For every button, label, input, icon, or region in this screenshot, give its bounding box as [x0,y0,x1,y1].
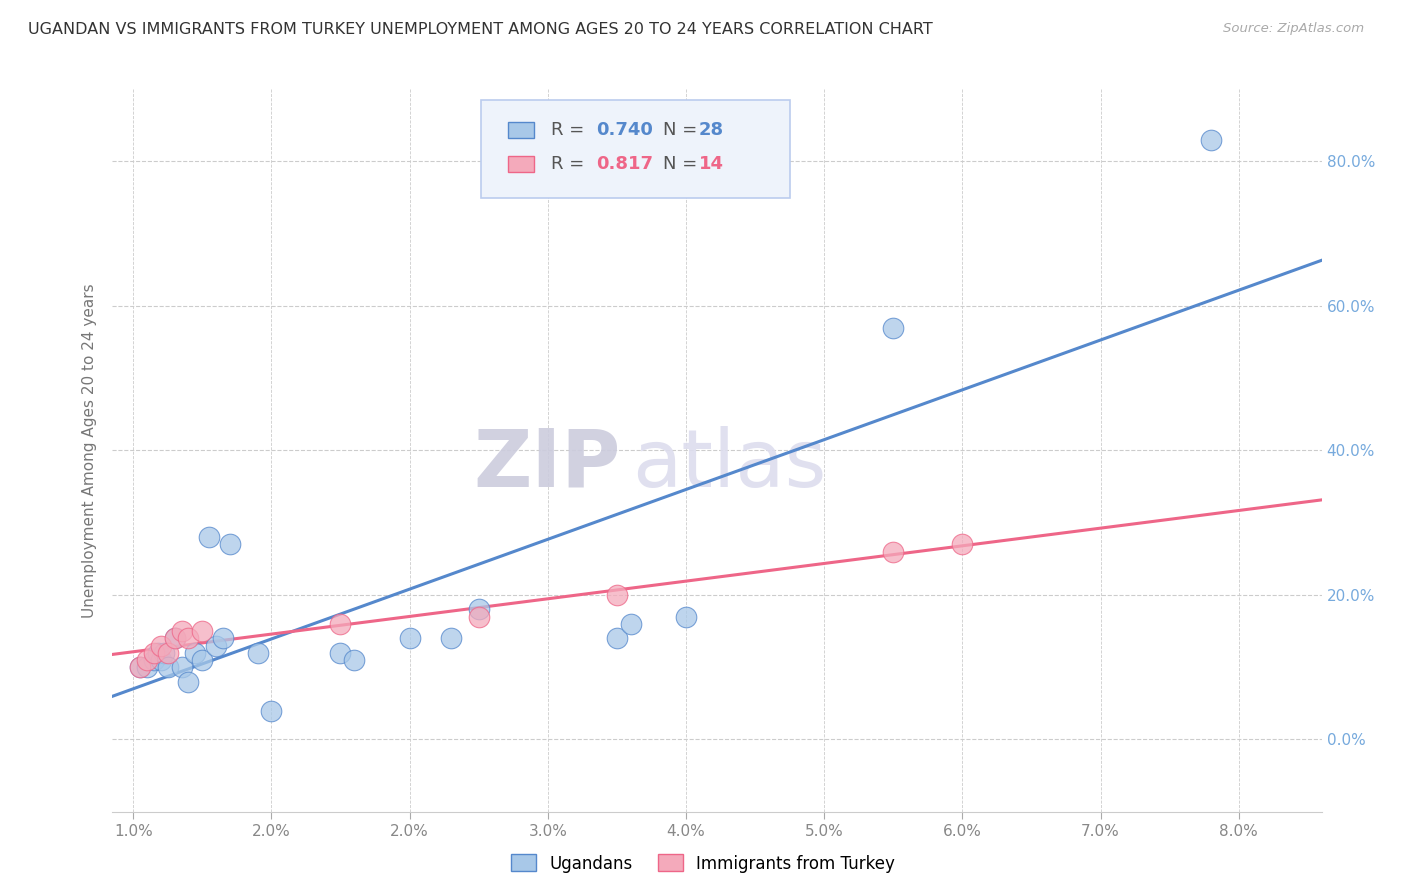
Point [129,660,152,674]
Text: Source: ZipAtlas.com: Source: ZipAtlas.com [1223,22,1364,36]
Point [606,588,628,602]
Point [136,660,159,674]
Text: 14: 14 [699,154,724,173]
Point [184,646,207,660]
Text: 28: 28 [699,121,724,139]
Point [950,537,973,551]
Point [191,624,214,639]
FancyBboxPatch shape [481,100,790,198]
Point [156,660,179,674]
FancyBboxPatch shape [508,122,534,138]
Text: 0.817: 0.817 [596,154,654,173]
Point [1199,133,1222,147]
Y-axis label: Unemployment Among Ages 20 to 24 years: Unemployment Among Ages 20 to 24 years [82,283,97,618]
Point [260,704,283,718]
Legend: Ugandans, Immigrants from Turkey: Ugandans, Immigrants from Turkey [505,847,901,880]
Point [675,609,697,624]
Point [343,653,366,667]
Point [205,639,228,653]
Point [152,646,174,660]
Point [163,632,186,646]
Point [163,632,186,646]
Text: N =: N = [662,154,697,173]
Point [246,646,269,660]
Point [146,646,169,660]
Point [440,632,463,646]
Point [170,660,193,674]
Point [129,660,152,674]
Point [212,632,235,646]
Point [620,616,643,631]
Point [467,602,489,616]
Point [156,646,179,660]
Text: ZIP: ZIP [472,425,620,504]
Point [191,653,214,667]
Point [606,632,628,646]
Text: atlas: atlas [633,425,827,504]
Point [170,624,193,639]
Point [329,616,352,631]
Point [177,632,200,646]
Text: UGANDAN VS IMMIGRANTS FROM TURKEY UNEMPLOYMENT AMONG AGES 20 TO 24 YEARS CORRELA: UGANDAN VS IMMIGRANTS FROM TURKEY UNEMPL… [28,22,932,37]
Point [149,653,172,667]
Point [142,653,165,667]
Point [467,609,489,624]
Point [177,674,200,689]
Point [398,632,420,646]
Point [219,537,242,551]
Point [198,530,221,544]
Point [329,646,352,660]
Point [882,544,904,558]
Text: R =: R = [551,154,585,173]
Point [136,653,159,667]
Point [142,646,165,660]
Text: N =: N = [662,121,697,139]
FancyBboxPatch shape [508,156,534,171]
Point [149,639,172,653]
Point [882,320,904,334]
Text: R =: R = [551,121,585,139]
Text: 0.740: 0.740 [596,121,652,139]
